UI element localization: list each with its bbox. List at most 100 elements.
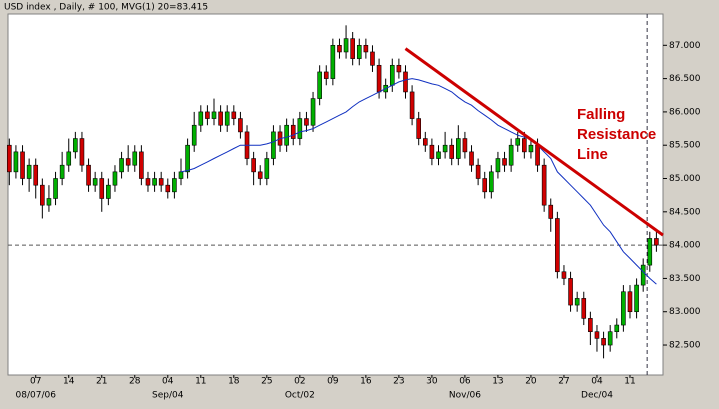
candle-body	[218, 111, 223, 126]
candle-body	[330, 45, 336, 79]
candle-body	[568, 278, 573, 306]
moving-average	[180, 78, 657, 285]
candle-body	[614, 324, 620, 333]
y-tick-label: 86.500	[669, 74, 701, 84]
candle-body	[290, 124, 296, 139]
candle-body	[317, 71, 322, 99]
candle-body	[145, 178, 151, 186]
x-sublabel: Dec/04	[581, 391, 613, 401]
x-tick-label: 18	[228, 377, 240, 387]
candle-body	[125, 158, 131, 166]
y-tick-label: 82.500	[669, 341, 701, 351]
candle-body	[66, 151, 72, 166]
candle-body	[535, 144, 540, 166]
x-tick-label: 25	[261, 377, 272, 387]
candle-body	[152, 178, 157, 186]
candle-body	[654, 238, 659, 246]
candle-body	[33, 164, 39, 186]
candle-body	[370, 51, 375, 66]
candle-body	[574, 298, 580, 306]
candle-body	[508, 144, 514, 166]
candle-body	[211, 111, 217, 119]
x-tick-label: 02	[294, 377, 305, 387]
candle-body	[561, 271, 567, 279]
candle-body	[7, 144, 12, 173]
candle-body	[436, 151, 441, 159]
candle-body	[224, 111, 230, 126]
candle-body	[257, 171, 263, 179]
y-tick-label: 84.000	[669, 241, 701, 251]
x-tick-label: 28	[129, 377, 141, 387]
candle-body	[403, 71, 408, 93]
x-tick-label: 04	[591, 377, 603, 387]
candle-body	[621, 291, 626, 326]
candle-body	[323, 71, 329, 79]
candle-body	[416, 118, 421, 139]
y-tick-label: 87.000	[669, 41, 701, 51]
y-tick-label: 83.500	[669, 274, 701, 284]
candle-body	[515, 138, 521, 146]
candle-body	[607, 331, 613, 346]
x-sublabel: 08/07/06	[16, 391, 57, 401]
candle-body	[271, 131, 276, 159]
candle-body	[165, 184, 171, 193]
chart-title: USD index , Daily, # 100, MVG(1) 20=83.4…	[4, 3, 208, 13]
candle-body	[79, 138, 85, 166]
x-sublabel: Sep/04	[152, 391, 184, 401]
x-tick-label: 13	[492, 377, 503, 387]
y-tick-label: 85.500	[669, 141, 701, 151]
candle-body	[86, 164, 91, 186]
candle-body	[363, 45, 369, 53]
x-tick-label: 09	[327, 377, 339, 387]
x-tick-label: 14	[63, 377, 75, 387]
x-tick-label: 16	[360, 377, 372, 387]
x-tick-label: 11	[624, 377, 635, 387]
candle-body	[178, 171, 184, 179]
candle-body	[304, 118, 309, 126]
y-tick-label: 86.000	[669, 107, 701, 117]
x-tick-label: 07	[30, 377, 41, 387]
candle-body	[376, 64, 382, 93]
candle-body	[53, 178, 58, 199]
candle-body	[284, 124, 289, 146]
candle-body	[588, 318, 593, 333]
candle-body	[310, 98, 316, 126]
candle-body	[26, 164, 32, 179]
candle-body	[396, 64, 402, 73]
candle-body	[185, 144, 190, 173]
candle-body	[343, 38, 349, 53]
candle-body	[482, 178, 488, 193]
candle-body	[73, 138, 78, 153]
annotation: Resistance	[577, 126, 656, 143]
candle-body	[449, 144, 455, 159]
candle-body	[20, 151, 25, 179]
candle-body	[158, 178, 164, 186]
y-tick-label: 83.000	[669, 307, 701, 317]
annotation: Line	[577, 146, 608, 163]
candle-body	[442, 144, 448, 153]
x-tick-label: 11	[195, 377, 206, 387]
candle-body	[502, 158, 507, 166]
candle-body	[555, 218, 560, 273]
annotation: Falling	[577, 106, 625, 123]
candle-body	[92, 178, 98, 186]
candle-body	[627, 291, 633, 313]
y-tick-label: 85.000	[669, 174, 701, 184]
plot-area	[7, 13, 664, 376]
candle-body	[475, 164, 481, 179]
candle-body	[528, 144, 534, 153]
candle-body	[191, 124, 197, 146]
x-tick-label: 06	[459, 377, 471, 387]
x-tick-label: 30	[426, 377, 438, 387]
x-tick-label: 23	[393, 377, 404, 387]
candle-body	[231, 111, 237, 119]
candle-body	[46, 198, 52, 206]
candle-body	[389, 64, 395, 86]
candle-body	[429, 144, 435, 159]
candle-body	[337, 45, 342, 53]
candle-body	[297, 118, 303, 139]
candle-body	[172, 178, 177, 193]
candle-body	[350, 38, 355, 59]
candle-body	[640, 264, 646, 286]
